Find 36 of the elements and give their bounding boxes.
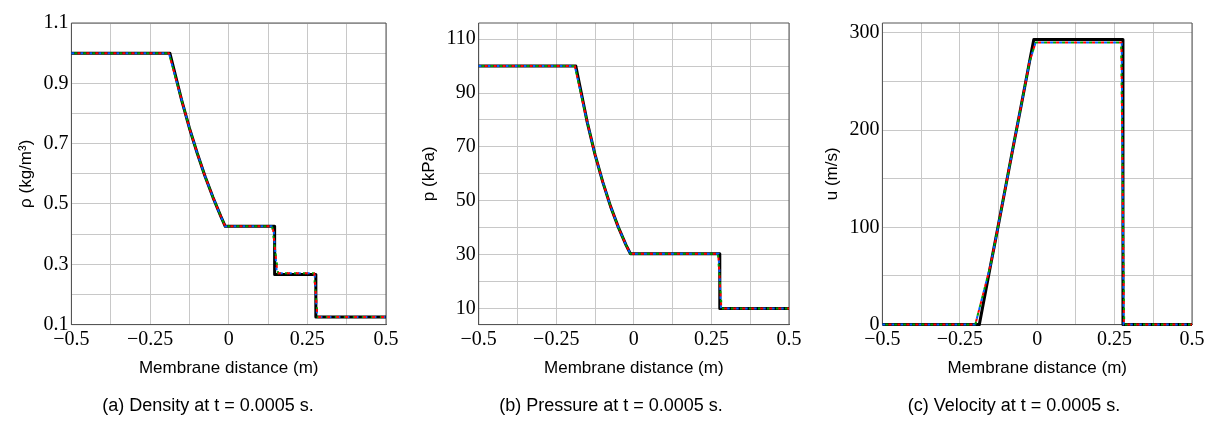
x-tick-label: 0.25 xyxy=(693,326,729,349)
y-tick-label: 0.7 xyxy=(43,130,69,153)
y-tick-label: 0.3 xyxy=(43,251,69,274)
y-tick-label: 70 xyxy=(455,134,476,157)
x-tick-label: 0 xyxy=(223,326,234,349)
y-axis-title: p (kPa) xyxy=(418,146,438,202)
x-tick-label: −0.25 xyxy=(936,326,983,349)
text: (a) Density at t = 0.0005 s. xyxy=(102,395,314,416)
x-tick-label: 0 xyxy=(628,326,639,349)
y-tick-label: 110 xyxy=(446,26,476,49)
y-tick-label: 0.5 xyxy=(43,191,69,214)
x-tick-label: 0 xyxy=(1032,326,1043,349)
y-tick-label: 30 xyxy=(455,241,476,264)
x-axis-title: Membrane distance (m) xyxy=(544,358,724,378)
y-axis-title: u (m/s) xyxy=(821,147,841,201)
x-axis-title: Membrane distance (m) xyxy=(138,358,319,378)
text: (b) Pressure at t = 0.0005 s. xyxy=(499,395,723,416)
x-tick-label: 0.5 xyxy=(373,326,399,349)
y-tick-label: 0.9 xyxy=(43,70,69,93)
x-axis-title: Membrane distance (m) xyxy=(947,358,1127,378)
x-tick-label: 0.5 xyxy=(776,326,802,349)
y-tick-label: 10 xyxy=(455,295,476,318)
x-tick-label: 0.25 xyxy=(1097,326,1133,349)
x-tick-label: 0.25 xyxy=(289,326,325,349)
y-tick-label: 300 xyxy=(849,19,880,42)
y-tick-label: 100 xyxy=(849,214,880,237)
x-tick-label: −0.25 xyxy=(533,326,580,349)
y-tick-label: 200 xyxy=(849,117,880,140)
x-tick-label: 0.5 xyxy=(1179,326,1205,349)
x-tick-label: −0.5 xyxy=(460,326,497,349)
y-tick-label: 90 xyxy=(455,80,476,103)
x-tick-label: −0.25 xyxy=(126,326,174,349)
text: (c) Velocity at t = 0.0005 s. xyxy=(907,395,1121,416)
y-tick-label: 50 xyxy=(455,187,476,210)
y-tick-label: 1.1 xyxy=(43,10,69,33)
y-axis-title: ρ (kg/m³) xyxy=(15,139,35,208)
